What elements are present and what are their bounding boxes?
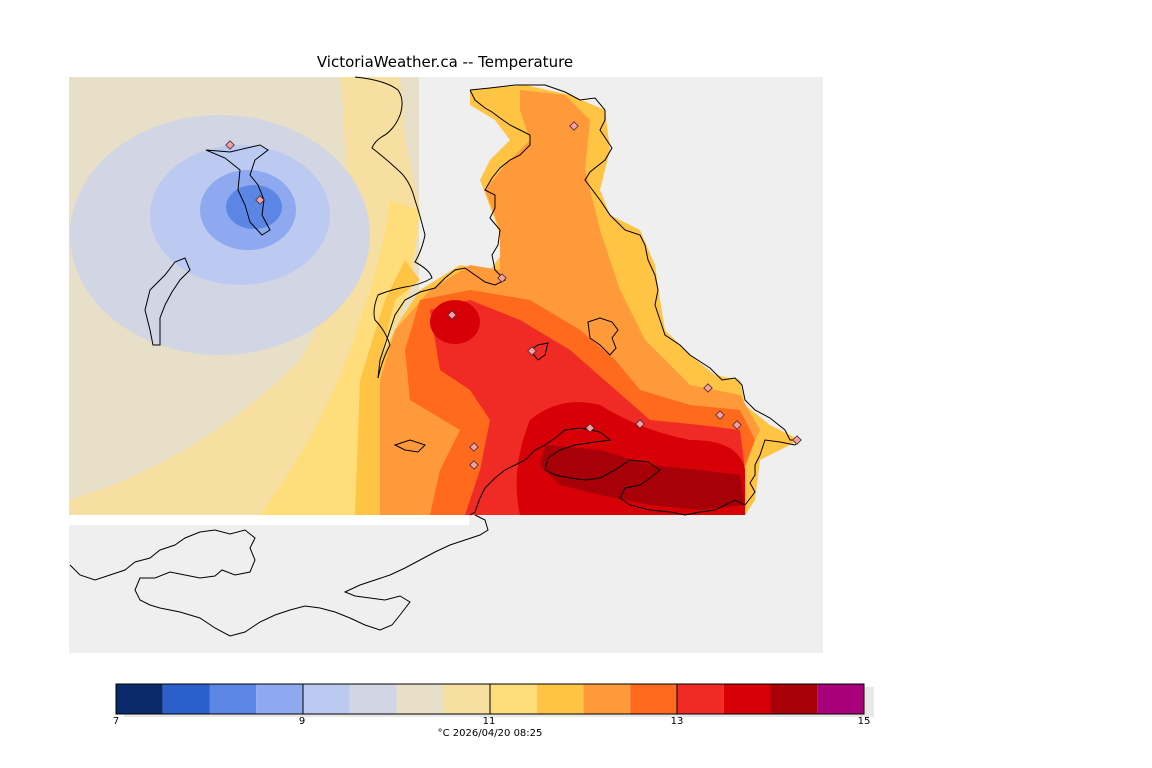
station-marker <box>792 435 802 445</box>
station-marker <box>715 410 725 420</box>
temperature-field <box>69 77 800 515</box>
tick-label: 13 <box>670 716 684 727</box>
station-marker <box>703 383 713 393</box>
station-marker <box>497 273 507 283</box>
station-marker <box>585 423 595 433</box>
legend-footer: °C 2026/04/20 08:25 <box>437 728 543 739</box>
station-marker <box>527 346 537 356</box>
station-marker <box>635 419 645 429</box>
station-markers <box>225 121 802 470</box>
station-marker <box>447 310 457 320</box>
map-title: VictoriaWeather.ca -- Temperature <box>316 53 574 71</box>
station-marker <box>469 442 479 452</box>
station-marker <box>225 140 235 150</box>
station-marker <box>255 195 265 205</box>
tick-label: 11 <box>482 716 496 727</box>
station-marker <box>569 121 579 131</box>
coastlines <box>69 76 802 637</box>
station-marker <box>732 420 742 430</box>
tick-label: 9 <box>298 716 306 727</box>
station-marker <box>469 460 479 470</box>
tick-label: 7 <box>112 716 120 727</box>
tick-label: 15 <box>857 716 871 727</box>
